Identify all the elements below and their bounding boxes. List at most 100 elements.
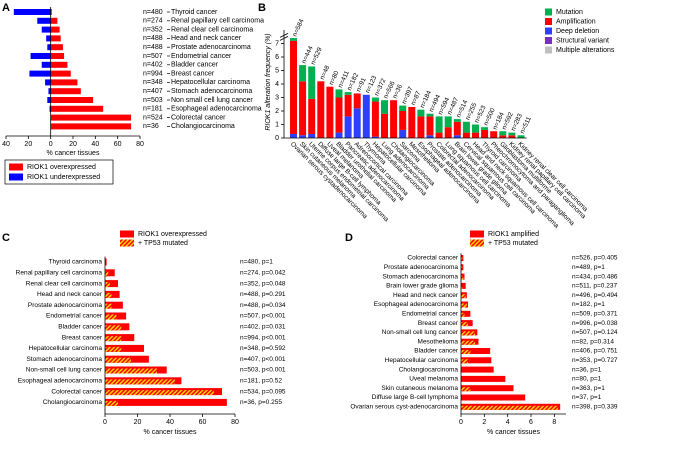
annotation: n=507, p=0.124 xyxy=(572,329,618,336)
bar xyxy=(461,359,468,364)
legend-swatch xyxy=(120,239,134,247)
legend-swatch xyxy=(470,230,484,238)
legend-swatch xyxy=(545,37,552,44)
bar xyxy=(50,88,81,95)
n-label: n=407 xyxy=(143,88,163,95)
bar-segment xyxy=(381,113,388,138)
bar-segment xyxy=(390,100,398,138)
annotation: n=526, p=0.405 xyxy=(572,255,618,262)
bar-segment xyxy=(472,124,479,133)
legend-label: Mutation xyxy=(556,9,583,16)
bar-segment xyxy=(453,121,461,136)
bar xyxy=(105,280,118,288)
bar xyxy=(461,340,475,345)
n-label: n=402 xyxy=(143,62,163,69)
bar xyxy=(50,79,78,86)
category-label: Non-small cell lung cancer xyxy=(26,367,103,374)
bar-segment xyxy=(308,133,316,138)
bar-segment xyxy=(444,127,452,138)
bar xyxy=(461,366,494,373)
bar xyxy=(105,368,157,374)
x-tick-label: 8 xyxy=(552,419,556,426)
n-label: n=524 xyxy=(143,114,163,121)
x-tick-label: 0 xyxy=(459,419,463,426)
bar-segment xyxy=(444,116,452,128)
annotation: n=503, p<0.001 xyxy=(240,367,286,374)
category-label: Prostate adenocarcinoma xyxy=(384,264,458,271)
panel-letter: A xyxy=(2,2,10,14)
panel-letter: B xyxy=(258,2,266,14)
bar-segment xyxy=(462,121,470,133)
bar xyxy=(50,70,71,77)
category-label: Thyroid carcinoma xyxy=(49,259,103,266)
n-label: n=503 xyxy=(143,97,163,104)
bar xyxy=(37,17,51,24)
category-label: Colorectal cancer xyxy=(407,255,458,262)
bar xyxy=(50,26,60,33)
annotation: n=406, p=0.751 xyxy=(572,348,618,355)
x-tick-label: 40 xyxy=(166,419,174,426)
category-label: Hepatocellular carcinoma xyxy=(29,345,103,352)
bar xyxy=(461,387,471,392)
bar xyxy=(105,357,131,363)
y-tick-label: 6 xyxy=(275,54,279,61)
y-tick-label: 0 xyxy=(275,135,279,142)
x-tick-label: 0 xyxy=(49,141,53,148)
category-label: Head and neck cancer xyxy=(37,291,103,298)
legend-label: Amplification xyxy=(556,18,596,25)
bar-segment xyxy=(290,38,297,41)
bar xyxy=(29,70,51,77)
legend-swatch xyxy=(9,173,23,181)
category-label: Endometrial cancer xyxy=(46,313,103,320)
n-label: n=480 xyxy=(143,9,163,16)
bar xyxy=(50,17,58,24)
category-label: Colorectal cancer xyxy=(51,388,102,395)
axis-break xyxy=(279,33,289,38)
y-tick-label: 4 xyxy=(275,81,279,88)
bar-segment xyxy=(462,132,470,138)
legend-label: + TP53 mutated xyxy=(488,240,538,247)
n-label: n=348 xyxy=(143,79,163,86)
category-label: Head and neck cancer xyxy=(393,292,459,299)
bar xyxy=(50,123,132,130)
annotation: n=488, p=0.034 xyxy=(240,302,286,309)
bar-segment xyxy=(317,81,325,138)
annotation: n=511, p=0.237 xyxy=(572,283,617,290)
legend-swatch xyxy=(120,230,134,238)
legend-label: RIOK1 overexpressed xyxy=(138,231,207,238)
bar-segment xyxy=(426,113,434,117)
bar xyxy=(105,314,117,320)
bar xyxy=(461,284,463,289)
category-label: Esophageal adenocarcinoma xyxy=(374,301,459,308)
x-tick-label: 4 xyxy=(506,419,510,426)
n-label: n=584 xyxy=(292,18,306,38)
legend-label: + TP53 mutated xyxy=(138,240,188,247)
x-tick-label: 80 xyxy=(136,141,144,148)
bar-segment xyxy=(435,132,443,138)
bar xyxy=(461,303,467,308)
legend-swatch xyxy=(9,163,23,171)
annotation: n=407, p<0.001 xyxy=(240,356,286,363)
x-tick-label: 2 xyxy=(482,419,486,426)
bar xyxy=(50,105,104,112)
annotation: n=353, p=0.727 xyxy=(572,357,618,364)
bar xyxy=(13,9,51,15)
bar-segment xyxy=(508,135,516,138)
annotation: n=434, p=0.486 xyxy=(572,273,618,280)
bar xyxy=(105,398,227,406)
bar xyxy=(461,331,475,336)
bar-segment xyxy=(308,98,316,134)
legend-label: RIOK1 amplified xyxy=(488,231,539,238)
bar xyxy=(47,44,51,51)
bar-segment xyxy=(371,136,379,138)
n-label: n=181 xyxy=(143,106,163,113)
panel-letter: C xyxy=(2,232,10,244)
n-label: n=36 xyxy=(143,123,159,130)
bar xyxy=(461,357,492,364)
category-label: Breast cancer xyxy=(171,70,215,77)
category-label: Stomach adenocarcinoma xyxy=(26,356,102,363)
bar xyxy=(461,275,464,280)
x-axis-label: % cancer tissues xyxy=(47,150,100,157)
category-label: Cholangiocarcinoma xyxy=(43,399,103,406)
